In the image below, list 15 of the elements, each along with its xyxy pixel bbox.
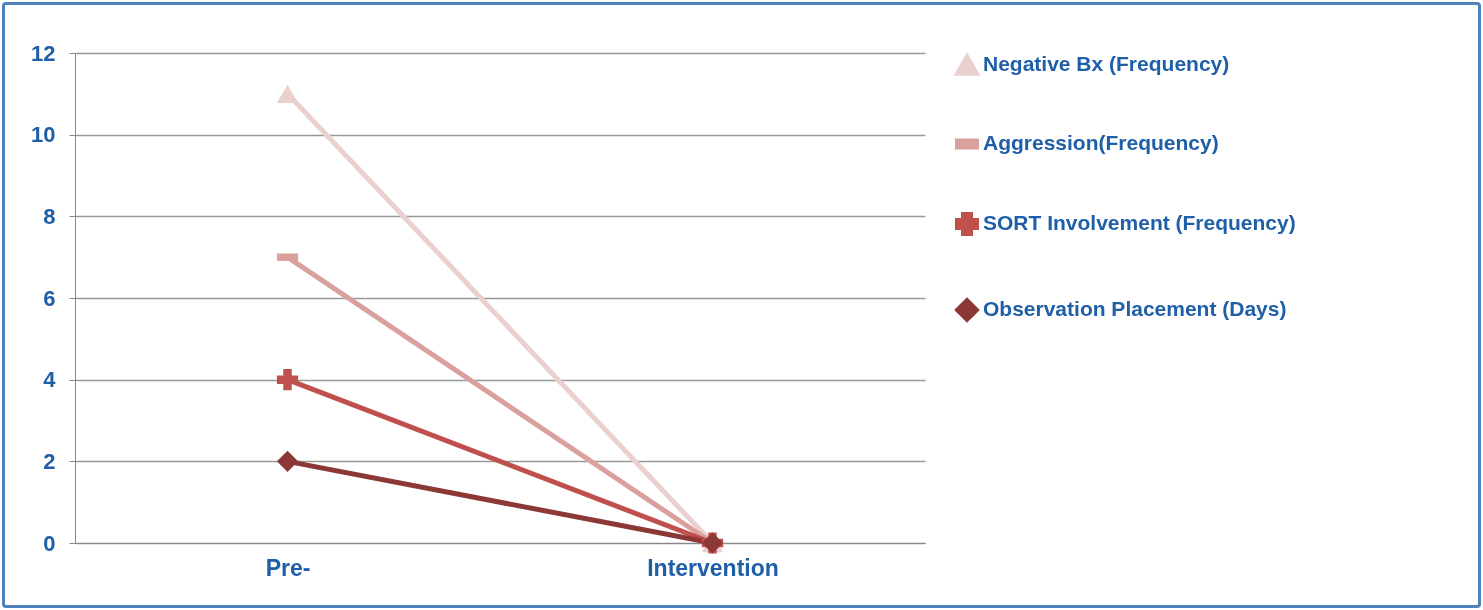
x-tick-label: Pre- — [265, 554, 311, 581]
y-tick-label: 10 — [31, 122, 56, 148]
legend-label: SORT Involvement (Frequency) — [983, 211, 1296, 234]
y-tick-label: 6 — [43, 285, 56, 311]
point — [276, 450, 299, 472]
y-tick-label: 8 — [43, 203, 56, 229]
legend-label: Negative Bx (Frequency) — [983, 52, 1230, 75]
y-tick-label: 0 — [43, 530, 56, 556]
y-tick-label: 12 — [31, 40, 56, 66]
y-tick-label: 4 — [43, 367, 57, 393]
legend-label: Observation Placement (Days) — [983, 297, 1287, 320]
y-tick-label: 2 — [43, 448, 56, 474]
point — [276, 369, 299, 391]
legend-label: Aggression(Frequency) — [983, 131, 1219, 154]
x-tick-label: Intervention — [647, 554, 779, 581]
